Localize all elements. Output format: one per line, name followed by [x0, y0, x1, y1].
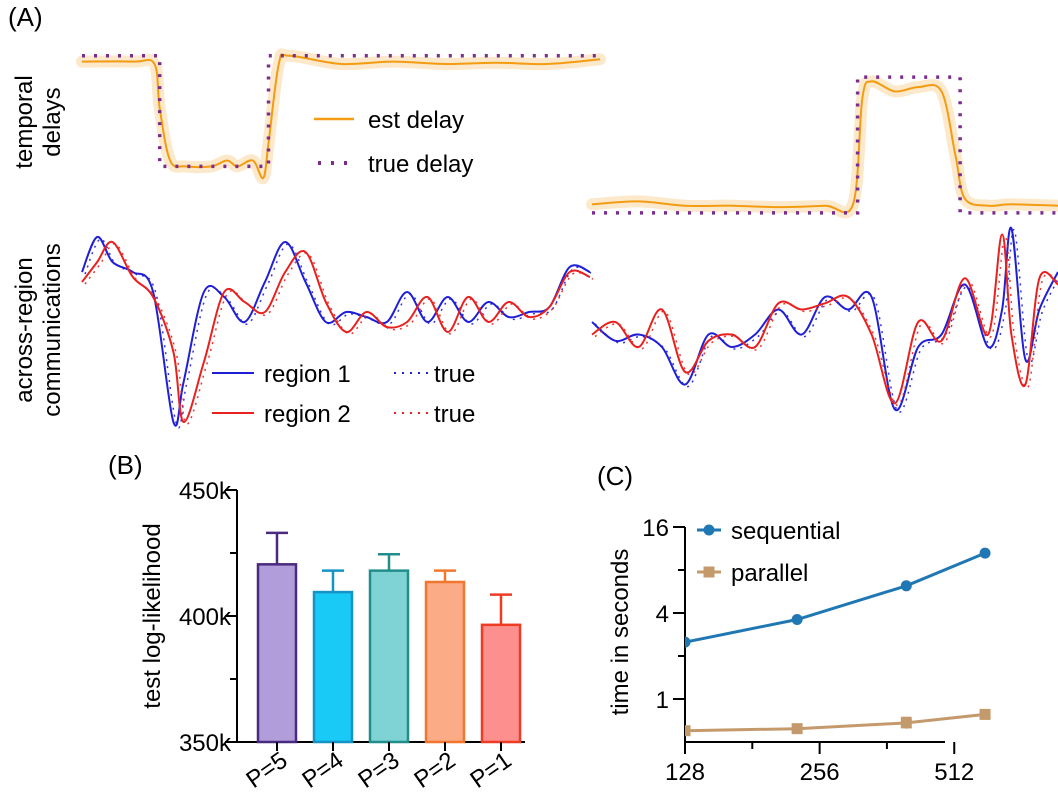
legend-true-delay-label: true delay [368, 151, 473, 178]
true-delay-line [82, 54, 600, 169]
row-label-delays: temporal delays [11, 75, 66, 168]
panel-a-plots [76, 48, 1058, 429]
region-1-line [591, 226, 1058, 412]
b-y-tick-label: 450k [179, 478, 232, 505]
row-label-comm-line2: communications [39, 243, 66, 416]
sequential-point [685, 636, 691, 648]
b-y-axis-label: test log-likelihood [139, 523, 166, 708]
sequential-point [979, 547, 991, 559]
c-plot-area [685, 547, 991, 737]
panel-label-b: (B) [108, 450, 143, 480]
c-legend-label: sequential [731, 518, 840, 545]
parallel-line [685, 712, 986, 733]
panel-label-a: (A) [8, 2, 43, 32]
c-legend: sequential parallel [697, 518, 840, 587]
legend-region2-label: region 2 [264, 401, 351, 428]
region-1-true-line [84, 238, 594, 429]
region-1-line [81, 236, 591, 427]
panel-a-bottom-right [591, 226, 1058, 413]
bar [368, 569, 410, 744]
panel-a-top-left [76, 48, 606, 185]
c-legend-marker [703, 566, 715, 578]
c-legend-marker [703, 524, 715, 536]
est-delay-confidence-band [586, 75, 1058, 219]
legend-comm: region 1 true region 2 true [212, 361, 475, 428]
legend-region1-label: region 1 [264, 361, 351, 388]
row-label-delays-line2: delays [39, 87, 66, 156]
legend-region2-true-label: true [434, 401, 475, 428]
row-label-comm-line1: across-region [11, 257, 38, 402]
region-1-true-line [594, 229, 1058, 413]
bar [256, 563, 298, 744]
c-legend-label: parallel [731, 560, 808, 587]
row-label-communications: across-region communications [11, 243, 66, 416]
parallel-point [900, 717, 912, 729]
est-delay-line [81, 53, 601, 180]
c-y-tick-label: 1 [656, 687, 669, 714]
region-2-true-line [594, 235, 1058, 407]
parallel-point [979, 708, 991, 720]
bar [480, 623, 522, 744]
region-2-line [81, 240, 591, 424]
bar [312, 590, 354, 744]
sequential-point [900, 580, 912, 592]
panel-a-bottom-left [81, 236, 594, 429]
c-y-tick-label: 16 [642, 515, 669, 542]
legend-est-delay-label: est delay [368, 107, 464, 134]
c-x-tick-label: 128 [665, 759, 705, 786]
panel-label-c: (C) [597, 461, 633, 491]
parallel-point [791, 723, 803, 735]
true-delay-line [592, 75, 1058, 215]
panel-a-top-right [586, 75, 1058, 219]
region-2-line [591, 233, 1058, 405]
b-x-tick-label: P=2 [409, 747, 460, 794]
sequential-point [791, 614, 803, 626]
b-x-tick-label: P=5 [241, 747, 292, 794]
bar [424, 580, 466, 744]
b-x-tick-label: P=3 [353, 747, 404, 794]
c-x-tick-label: 256 [800, 759, 840, 786]
parallel-point [685, 725, 691, 737]
legend-region1-true-label: true [434, 361, 475, 388]
c-y-axis-label: time in seconds [607, 549, 634, 716]
b-y-tick-label: 400k [179, 604, 232, 631]
panel-c-line-chart: time in seconds 1 4 16 128 256 512 sequential p… [607, 515, 991, 786]
est-delay-line [591, 80, 1058, 214]
b-y-tick-label: 350k [179, 730, 232, 757]
b-x-tick-label: P=4 [297, 747, 348, 794]
c-x-tick-label: 512 [934, 759, 974, 786]
b-x-tick-label: P=1 [465, 747, 516, 794]
legend-delay: est delay true delay [314, 107, 473, 178]
sequential-line [685, 551, 986, 644]
c-y-tick-label: 4 [656, 601, 669, 628]
row-label-delays-line1: temporal [11, 75, 38, 168]
